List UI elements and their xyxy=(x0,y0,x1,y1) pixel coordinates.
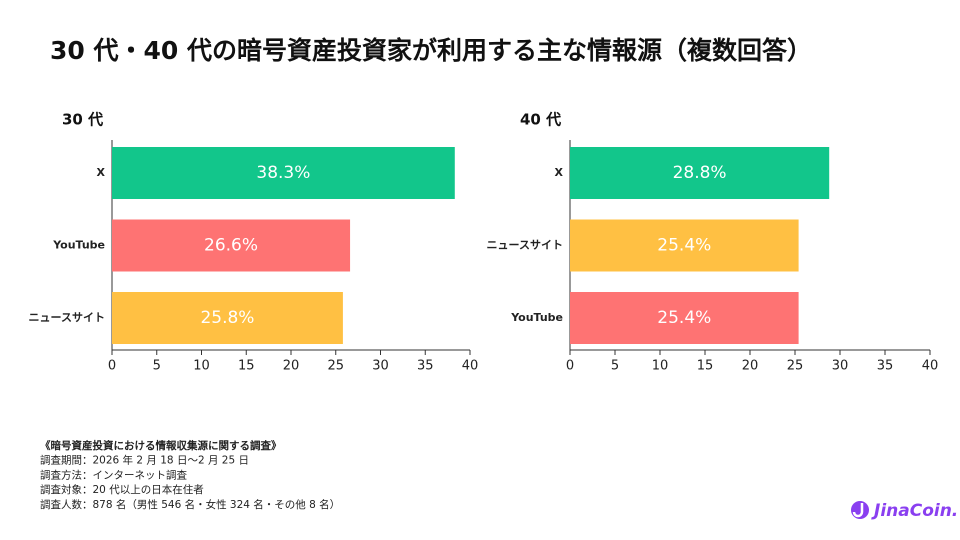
data-label: 28.8% xyxy=(673,163,727,183)
bar xyxy=(570,147,830,199)
footnote: 調査対象：20 代以上の日本在住者 xyxy=(40,483,204,496)
x-tick-label: 40 xyxy=(462,359,479,374)
x-tick-label: 15 xyxy=(238,359,255,374)
y-tick-label: X xyxy=(97,166,106,179)
footnote: 調査方法：インターネット調査 xyxy=(40,468,187,481)
x-tick-label: 30 xyxy=(832,359,849,374)
x-tick-label: 35 xyxy=(877,359,894,374)
x-tick-label: 10 xyxy=(652,359,669,374)
bar xyxy=(112,219,351,272)
y-tick-label: X xyxy=(555,166,564,179)
y-tick-label: ニュースサイト xyxy=(29,311,105,324)
x-tick-label: 0 xyxy=(108,359,116,374)
logo: JinaCoin. xyxy=(851,501,958,521)
x-tick-label: 25 xyxy=(787,359,804,374)
x-tick-label: 0 xyxy=(566,359,574,374)
x-tick-label: 5 xyxy=(153,359,161,374)
bar xyxy=(570,292,799,344)
x-tick-label: 20 xyxy=(742,359,759,374)
x-tick-label: 40 xyxy=(922,359,939,374)
footnote: 調査人数：878 名（男性 546 名・女性 324 名・その他 8 名） xyxy=(40,498,340,511)
y-tick-label: YouTube xyxy=(52,239,105,252)
bar xyxy=(112,292,343,344)
x-tick-label: 15 xyxy=(697,359,714,374)
footnote: 《暗号資産投資における情報収集源に関する調査》 xyxy=(40,439,282,452)
data-label: 25.4% xyxy=(657,308,711,328)
y-tick-label: ニュースサイト xyxy=(487,239,563,252)
x-tick-label: 25 xyxy=(327,359,344,374)
x-tick-label: 10 xyxy=(193,359,210,374)
chart-title: 30 代・40 代の暗号資産投資家が利用する主な情報源（複数回答） xyxy=(50,36,812,65)
logo-icon-mark xyxy=(852,503,864,518)
data-label: 26.6% xyxy=(204,236,258,256)
logo-text: JinaCoin. xyxy=(871,501,958,521)
bar xyxy=(112,147,455,199)
bar xyxy=(570,219,799,272)
x-tick-label: 5 xyxy=(611,359,619,374)
data-label: 25.4% xyxy=(657,236,711,256)
x-tick-label: 20 xyxy=(283,359,300,374)
x-tick-label: 30 xyxy=(372,359,389,374)
data-label: 25.8% xyxy=(200,308,254,328)
x-tick-label: 35 xyxy=(417,359,434,374)
data-label: 38.3% xyxy=(256,163,310,183)
subplot-title: 40 代 xyxy=(520,111,561,129)
subplot-title: 30 代 xyxy=(62,111,103,129)
y-tick-label: YouTube xyxy=(510,311,563,324)
footnote: 調査期間：2026 年 2 月 18 日〜2 月 25 日 xyxy=(40,454,249,467)
